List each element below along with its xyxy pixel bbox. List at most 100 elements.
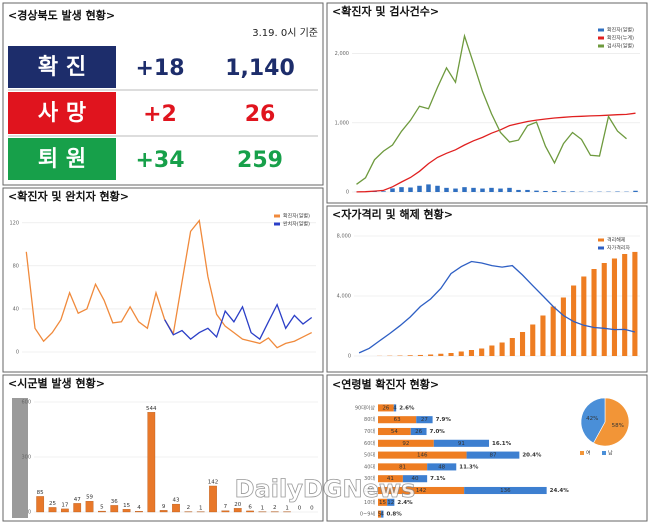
legend-label: 격리해제 (607, 237, 626, 244)
row-label: 확 진 (38, 55, 86, 80)
category-label: 50대 (364, 452, 375, 459)
legend-label: 남 (608, 450, 613, 457)
legend-swatch (274, 222, 280, 226)
data-label: 27 (421, 417, 428, 423)
bar (36, 496, 45, 513)
bar (448, 353, 454, 356)
bar (408, 187, 413, 192)
data-label: 25 (49, 501, 56, 507)
change-value: +2 (143, 102, 177, 127)
bar (85, 501, 94, 513)
bar (438, 353, 444, 356)
bar (516, 189, 521, 192)
bar (147, 412, 156, 513)
y-tick-label: 8,000 (337, 234, 351, 240)
bar (407, 355, 413, 356)
bar-segment (393, 404, 397, 412)
data-label: 81 (399, 464, 406, 470)
series-line (356, 33, 627, 185)
category-label: 60대 (364, 440, 375, 447)
bar (561, 191, 566, 192)
panel-title: <자가격리 및 해제 현황> (332, 207, 453, 221)
bar (417, 354, 423, 356)
legend-swatch (602, 451, 606, 455)
series-line (356, 112, 636, 193)
legend-swatch (598, 28, 604, 32)
bar-segment (378, 416, 417, 424)
bar (444, 187, 449, 192)
data-label: 17 (61, 502, 68, 508)
bar (246, 510, 254, 513)
bar (73, 503, 82, 513)
legend-label: 여 (586, 450, 591, 457)
panel-title: <시군별 발생 현황> (8, 376, 105, 390)
bar (471, 187, 476, 192)
data-label: 26 (382, 405, 389, 411)
bar-segment (381, 510, 384, 518)
row-label: 퇴 원 (38, 147, 86, 172)
panel-title: <확진자 및 완치자 현황> (8, 189, 129, 203)
bar (611, 258, 618, 356)
pie-slice (580, 397, 606, 444)
bar (519, 332, 526, 356)
category-label: 30대 (364, 475, 375, 482)
legend-label: 자가격리자 (607, 245, 630, 252)
legend-label: 확진자(일별) (607, 27, 634, 34)
bar-segment (402, 475, 428, 483)
share-label: 11.3% (459, 464, 479, 470)
data-label: 544 (146, 406, 157, 412)
bar-segment (416, 416, 433, 424)
watermark: DailyDGNews (235, 475, 416, 503)
bar (571, 285, 577, 356)
bar-segment (427, 463, 457, 471)
legend-label: 검사자(일별) (607, 43, 634, 50)
legend-swatch (598, 238, 604, 242)
data-label: 136 (500, 488, 511, 494)
bar (428, 354, 434, 356)
data-label: 12 (387, 500, 394, 506)
bar (530, 324, 536, 356)
bar (399, 187, 404, 192)
data-label: 36 (111, 499, 118, 505)
bar (550, 306, 556, 356)
y-tick-label: 120 (9, 220, 19, 226)
chart-wall (12, 398, 28, 518)
panel-frame (2, 187, 324, 373)
bar (507, 187, 512, 192)
bar (581, 276, 587, 356)
y-tick-label: 0 (28, 510, 31, 516)
bar (560, 297, 566, 356)
label-cell (8, 92, 116, 134)
bar (426, 184, 431, 192)
y-tick-label: 80 (13, 263, 19, 269)
bar (540, 315, 546, 356)
legend-label: 확진자(일별) (283, 213, 310, 220)
category-label: 80대 (364, 416, 375, 423)
data-label: 4 (393, 405, 397, 411)
bar (61, 508, 69, 513)
label-cell (8, 46, 116, 88)
bar (221, 510, 230, 513)
bar (509, 338, 515, 356)
row-label: 사 망 (38, 101, 86, 126)
bar (98, 510, 106, 513)
bar (601, 263, 607, 356)
panel-title: <확진자 및 검사건수> (332, 4, 439, 18)
pie-slice (593, 397, 630, 447)
data-label: 43 (173, 498, 180, 504)
bar (525, 189, 530, 192)
y-tick-label: 0 (16, 350, 19, 356)
category-label: 70대 (364, 428, 375, 435)
data-label: 47 (74, 497, 81, 503)
bar (479, 348, 485, 356)
change-value: +34 (135, 148, 184, 173)
bar-segment (378, 463, 428, 471)
data-label: 48 (438, 464, 445, 470)
bar (622, 254, 628, 356)
data-label: 26 (415, 429, 422, 435)
bar-segment (378, 427, 411, 436)
share-label: 2.6% (399, 405, 415, 411)
share-label: 20.4% (522, 453, 542, 459)
legend-label: 확진자(누계) (607, 35, 634, 42)
data-label: 6 (248, 504, 252, 510)
